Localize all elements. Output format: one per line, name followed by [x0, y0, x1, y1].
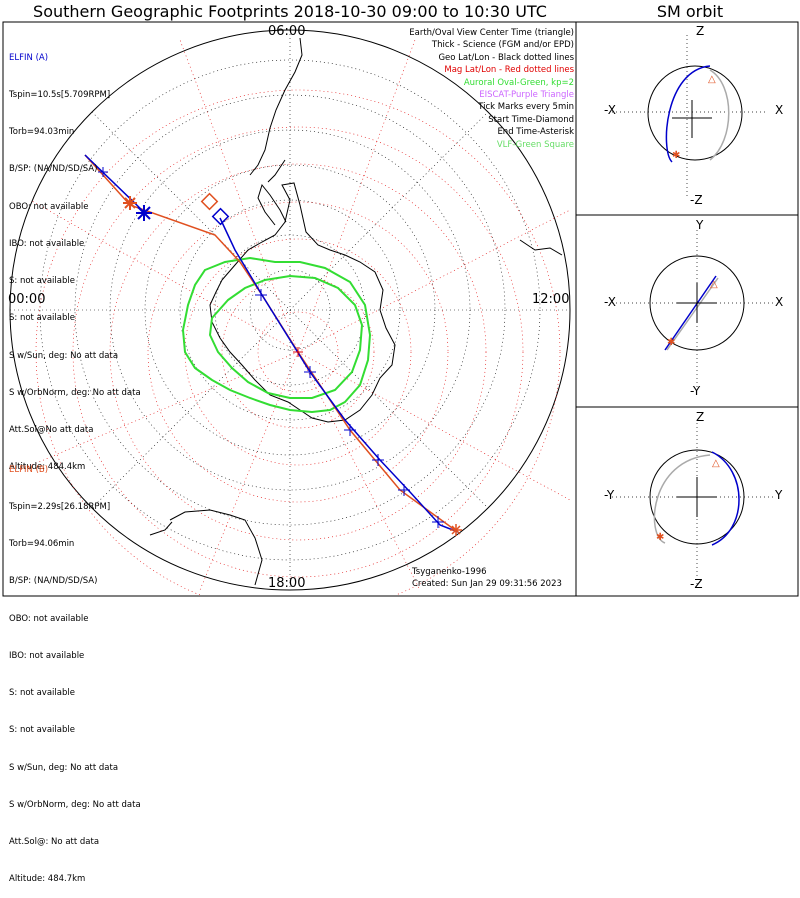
elfin-a-line: B/SP: (NA/ND/SD/SA)	[9, 164, 98, 175]
plot-canvas: ✱ △ ✱ △ ✱ △	[2, 21, 799, 597]
sm-frame	[575, 21, 799, 597]
legend: Earth/Oval View Center Time (triangle) T…	[409, 27, 574, 151]
antarctica-coast	[209, 182, 396, 423]
svg-text:△: △	[710, 279, 718, 290]
elfin-b-header: ELFIN (B)	[9, 464, 49, 475]
australia-coast	[149, 509, 263, 586]
earth-circle-1	[647, 65, 743, 161]
earth-circle-3	[649, 449, 745, 545]
legend-item: Thick - Science (FGM and/or EPD)	[431, 40, 574, 51]
elfin-a-line: Tspin=10.5s[5.709RPM]	[9, 90, 111, 101]
auroral-oval-inner	[208, 274, 364, 399]
mag-pole-marker	[293, 347, 303, 357]
sm2-left-label: -X	[604, 295, 616, 309]
sm-panel-xy: ✱ △	[612, 230, 775, 390]
sm3-left-label: -Y	[604, 488, 615, 502]
elfin-a-line: OBO: not available	[9, 201, 89, 212]
model-credit: Tsyganenko-1996	[412, 567, 487, 577]
orbit-track-1	[665, 65, 711, 163]
sm2-bottom-label: -Y	[690, 384, 701, 398]
legend-item: Start Time-Diamond	[488, 114, 574, 125]
mag-lat-grid	[35, 89, 561, 595]
sm3-top-label: Z	[696, 410, 705, 424]
elfin-b-end-asterisk	[123, 196, 137, 210]
elfin-b-start-diamond	[200, 192, 219, 211]
elfin-b-line: Att.Sol@: No att data	[9, 837, 100, 847]
svg-text:△: △	[712, 458, 720, 469]
antarctic-peninsula	[257, 183, 287, 226]
mlt-bottom-label: 18:00	[268, 576, 306, 591]
legend-item: Tick Marks every 5min	[478, 102, 574, 113]
svg-text:✱: ✱	[672, 150, 680, 161]
sm-panel-xz: ✱ △	[612, 35, 765, 197]
elfin-a-tick-marks	[98, 167, 444, 528]
elfin-b-line: OBO: not available	[9, 613, 89, 624]
svg-text:△: △	[708, 74, 716, 85]
legend-item: VLF-Green Square	[496, 139, 574, 150]
south-america-coast	[249, 37, 303, 183]
sm1-right-label: X	[775, 103, 784, 117]
elfin-b-line: S: not available	[9, 688, 75, 699]
legend-item: Auroral Oval-Green, kp=2	[463, 77, 574, 88]
polar-map	[9, 29, 571, 595]
sm3-right-label: Y	[775, 488, 783, 502]
geo-lon-grid	[10, 30, 570, 590]
elfin-a-line: S: not available	[9, 276, 75, 287]
earth-circle-2	[649, 255, 745, 351]
sm3-bottom-label: -Z	[690, 577, 703, 591]
page-title: Southern Geographic Footprints 2018-10-3…	[33, 2, 547, 21]
sm1-left-label: -X	[604, 103, 616, 117]
mlt-left-label: 00:00	[8, 292, 46, 307]
legend-item: Mag Lat/Lon - Red dotted lines	[444, 65, 574, 76]
sm-panel-yz: ✱ △	[612, 423, 775, 585]
sm-orbit-title: SM orbit	[656, 2, 724, 21]
elfin-b-line: Tspin=2.29s[26.18RPM]	[9, 502, 111, 513]
elfin-a-line: IBO: not available	[9, 238, 85, 249]
legend-item: End Time-Asterisk	[497, 127, 574, 138]
elfin-b-line: Altitude: 484.7km	[9, 874, 86, 885]
elfin-a-line: Torb=94.03min	[9, 127, 75, 138]
mlt-right-label: 12:00	[532, 292, 570, 307]
elfin-a-line: Att.Sol@No att data	[9, 425, 94, 435]
elfin-b-start-asterisk	[450, 524, 462, 536]
elfin-a-start-diamond	[211, 207, 230, 226]
auroral-oval-outer	[181, 256, 372, 414]
created-timestamp: Created: Sun Jan 29 09:31:56 2023	[412, 579, 562, 589]
elfin-b-line: Torb=94.06min	[9, 539, 75, 550]
elfin-a-track	[84, 154, 459, 533]
legend-item: EISCAT-Purple Triangle	[479, 90, 574, 101]
elfin-a-line: Altitude: 484.4km	[9, 462, 86, 473]
elfin-b-line: S: not available	[9, 725, 75, 736]
mlt-top-label: 06:00	[268, 24, 306, 39]
svg-text:✱: ✱	[656, 532, 664, 543]
elfin-a-info: ELFIN (A) Tspin=10.5s[5.709RPM] Torb=94.…	[9, 27, 141, 486]
elfin-b-line: IBO: not available	[9, 650, 85, 661]
sm2-right-label: X	[775, 295, 784, 309]
orbit-track-2	[664, 275, 717, 351]
elfin-a-header: ELFIN (A)	[9, 52, 49, 63]
elfin-b-line: S w/OrbNorm, deg: No att data	[9, 799, 141, 810]
elfin-b-info: ELFIN (B) Tspin=2.29s[26.18RPM] Torb=94.…	[9, 439, 141, 898]
sm1-top-label: Z	[696, 24, 705, 38]
elfin-a-end-asterisk	[136, 205, 152, 221]
elfin-b-line: S w/Sun, deg: No att data	[9, 762, 119, 773]
credits: Tsyganenko-1996 Created: Sun Jan 29 09:3…	[412, 566, 562, 590]
legend-item: Earth/Oval View Center Time (triangle)	[409, 28, 574, 38]
elfin-a-line: S: not available	[9, 313, 75, 324]
svg-text:✱: ✱	[667, 337, 675, 348]
orbit-track-3	[711, 451, 740, 546]
africa-coast	[519, 239, 563, 256]
mag-lon-grid	[19, 39, 571, 591]
elfin-a-line: S w/Sun, deg: No att data	[9, 350, 119, 361]
legend-item: Geo Lat/Lon - Black dotted lines	[438, 52, 574, 63]
sm2-top-label: Y	[696, 218, 704, 232]
elfin-b-line: B/SP: (NA/ND/SD/SA)	[9, 576, 98, 587]
elfin-a-line: S w/OrbNorm, deg: No att data	[9, 387, 141, 398]
sm1-bottom-label: -Z	[690, 193, 703, 207]
